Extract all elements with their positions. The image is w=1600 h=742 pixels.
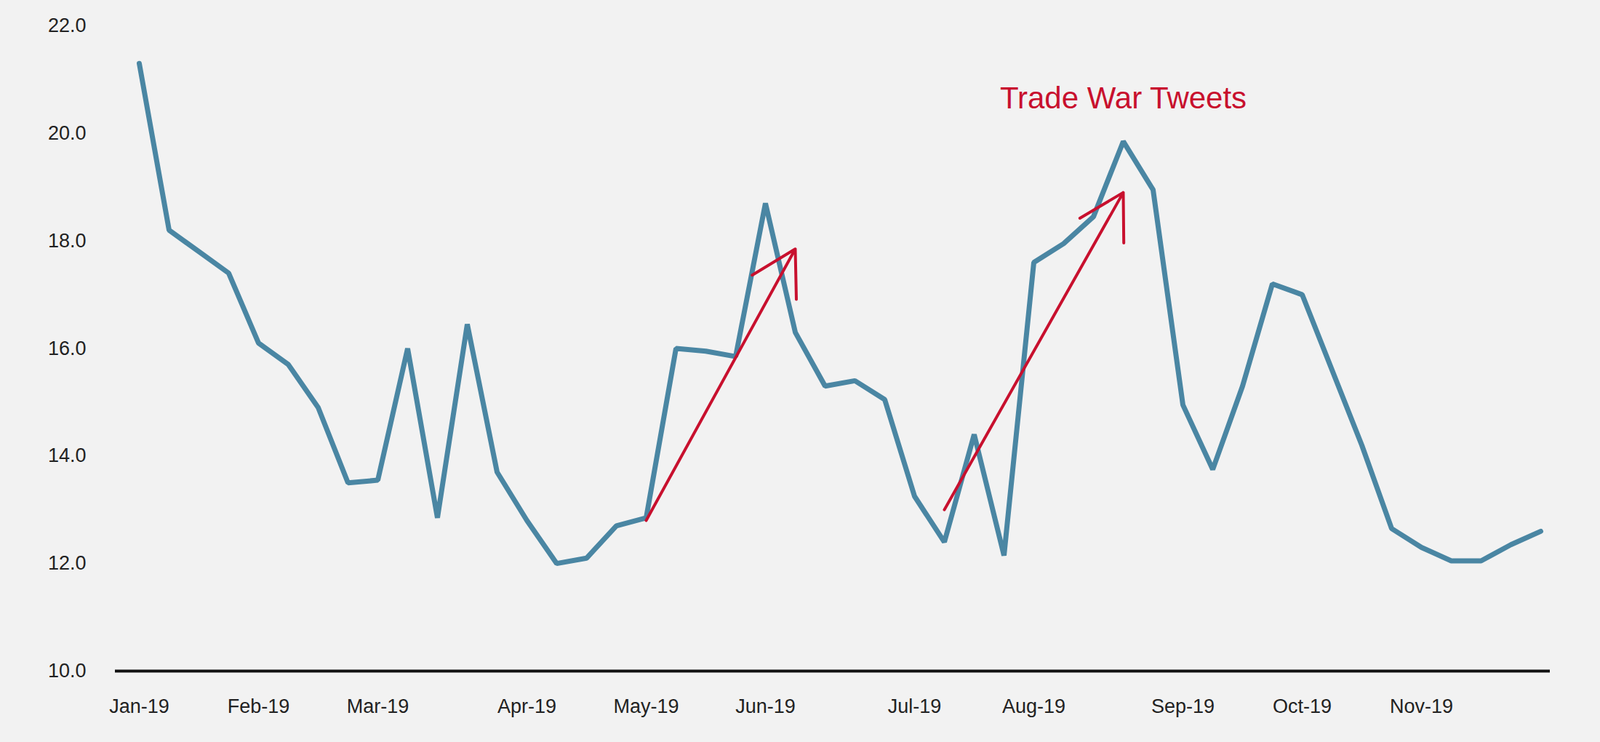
svg-text:Jul-19: Jul-19	[888, 695, 942, 718]
svg-text:Feb-19: Feb-19	[227, 695, 291, 718]
svg-text:May-19: May-19	[613, 695, 679, 718]
svg-text:Oct-19: Oct-19	[1272, 695, 1332, 718]
svg-text:Mar-19: Mar-19	[346, 695, 410, 718]
svg-text:Jun-19: Jun-19	[735, 695, 796, 718]
svg-text:18.0: 18.0	[48, 229, 87, 252]
svg-text:12.0: 12.0	[48, 552, 87, 574]
svg-text:16.0: 16.0	[48, 337, 87, 360]
svg-text:Apr-19: Apr-19	[497, 695, 557, 718]
svg-text:Jan-19: Jan-19	[109, 695, 170, 718]
svg-text:Nov-19: Nov-19	[1389, 695, 1454, 718]
svg-text:22.0: 22.0	[48, 14, 87, 37]
svg-text:10.0: 10.0	[48, 659, 87, 682]
svg-text:14.0: 14.0	[48, 444, 87, 467]
svg-text:Trade War Tweets: Trade War Tweets	[1000, 80, 1247, 115]
svg-text:20.0: 20.0	[48, 122, 87, 144]
svg-text:Aug-19: Aug-19	[1002, 695, 1066, 718]
svg-text:Sep-19: Sep-19	[1151, 695, 1215, 718]
